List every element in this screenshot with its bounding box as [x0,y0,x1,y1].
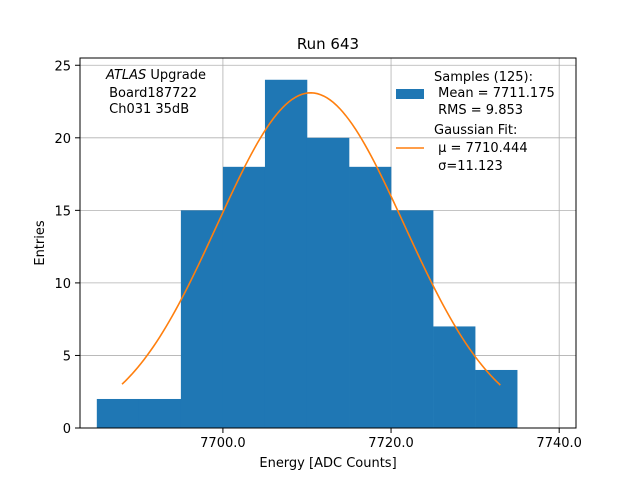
histogram-bar-8 [433,326,476,428]
histogram-bar-3 [222,166,266,428]
histogram-bar-1 [138,398,182,428]
legend-fit-sigma: σ=11.123 [434,159,503,174]
y-axis-label: Entries [33,220,48,266]
legend: Samples (125): Mean = 7711.175 RMS = 9.8… [396,70,555,174]
legend-samples-title: Samples (125): [434,70,533,85]
annotation-experiment-name: ATLAS [105,68,146,83]
histogram-bar-6 [349,166,392,428]
gaussian-fit-line [121,92,501,386]
y-tick-label-4: 20 [54,132,71,147]
x-tick-label-2: 7740.0 [536,436,582,451]
histogram-bar-4 [264,79,308,428]
histogram-bar-7 [391,210,434,428]
y-tick-label-1: 5 [63,349,71,364]
y-tick-label-5: 25 [54,59,71,74]
histogram-bar-5 [306,137,350,428]
annotation-experiment-suffix: Upgrade [146,68,206,83]
annotation-channel: Ch031 35dB [105,102,189,117]
legend-fit-mu: μ = 7710.444 [434,141,528,156]
histogram-bar-0 [96,398,140,428]
plot-frame [79,57,577,429]
x-tick-label-0: 7700.0 [200,436,246,451]
x-tick-label-1: 7720.0 [368,436,414,451]
legend-samples-mean: Mean = 7711.175 [434,86,555,101]
chart-title: Run 643 [297,35,359,53]
histogram-bar-9 [475,369,518,428]
x-axis-label: Energy [ADC Counts] [259,456,396,471]
histogram-bar-2 [180,210,224,428]
legend-samples-rms: RMS = 9.853 [434,103,523,118]
legend-samples-swatch [396,89,424,99]
legend-fit-title: Gaussian Fit: [434,123,517,138]
y-tick-label-2: 10 [54,277,71,292]
x-axis-ticks: 7700.0 7720.0 7740.0 [200,428,582,451]
y-axis-ticks: 0 5 10 15 20 25 [54,59,80,437]
annotation-board: Board187722 [105,86,197,101]
annotation: ATLAS Upgrade Board187722 Ch031 35dB [105,68,206,117]
y-tick-label-3: 15 [54,204,71,219]
annotation-experiment: ATLAS Upgrade [105,68,206,83]
histogram-bars [96,79,518,428]
y-tick-label-0: 0 [63,422,71,437]
